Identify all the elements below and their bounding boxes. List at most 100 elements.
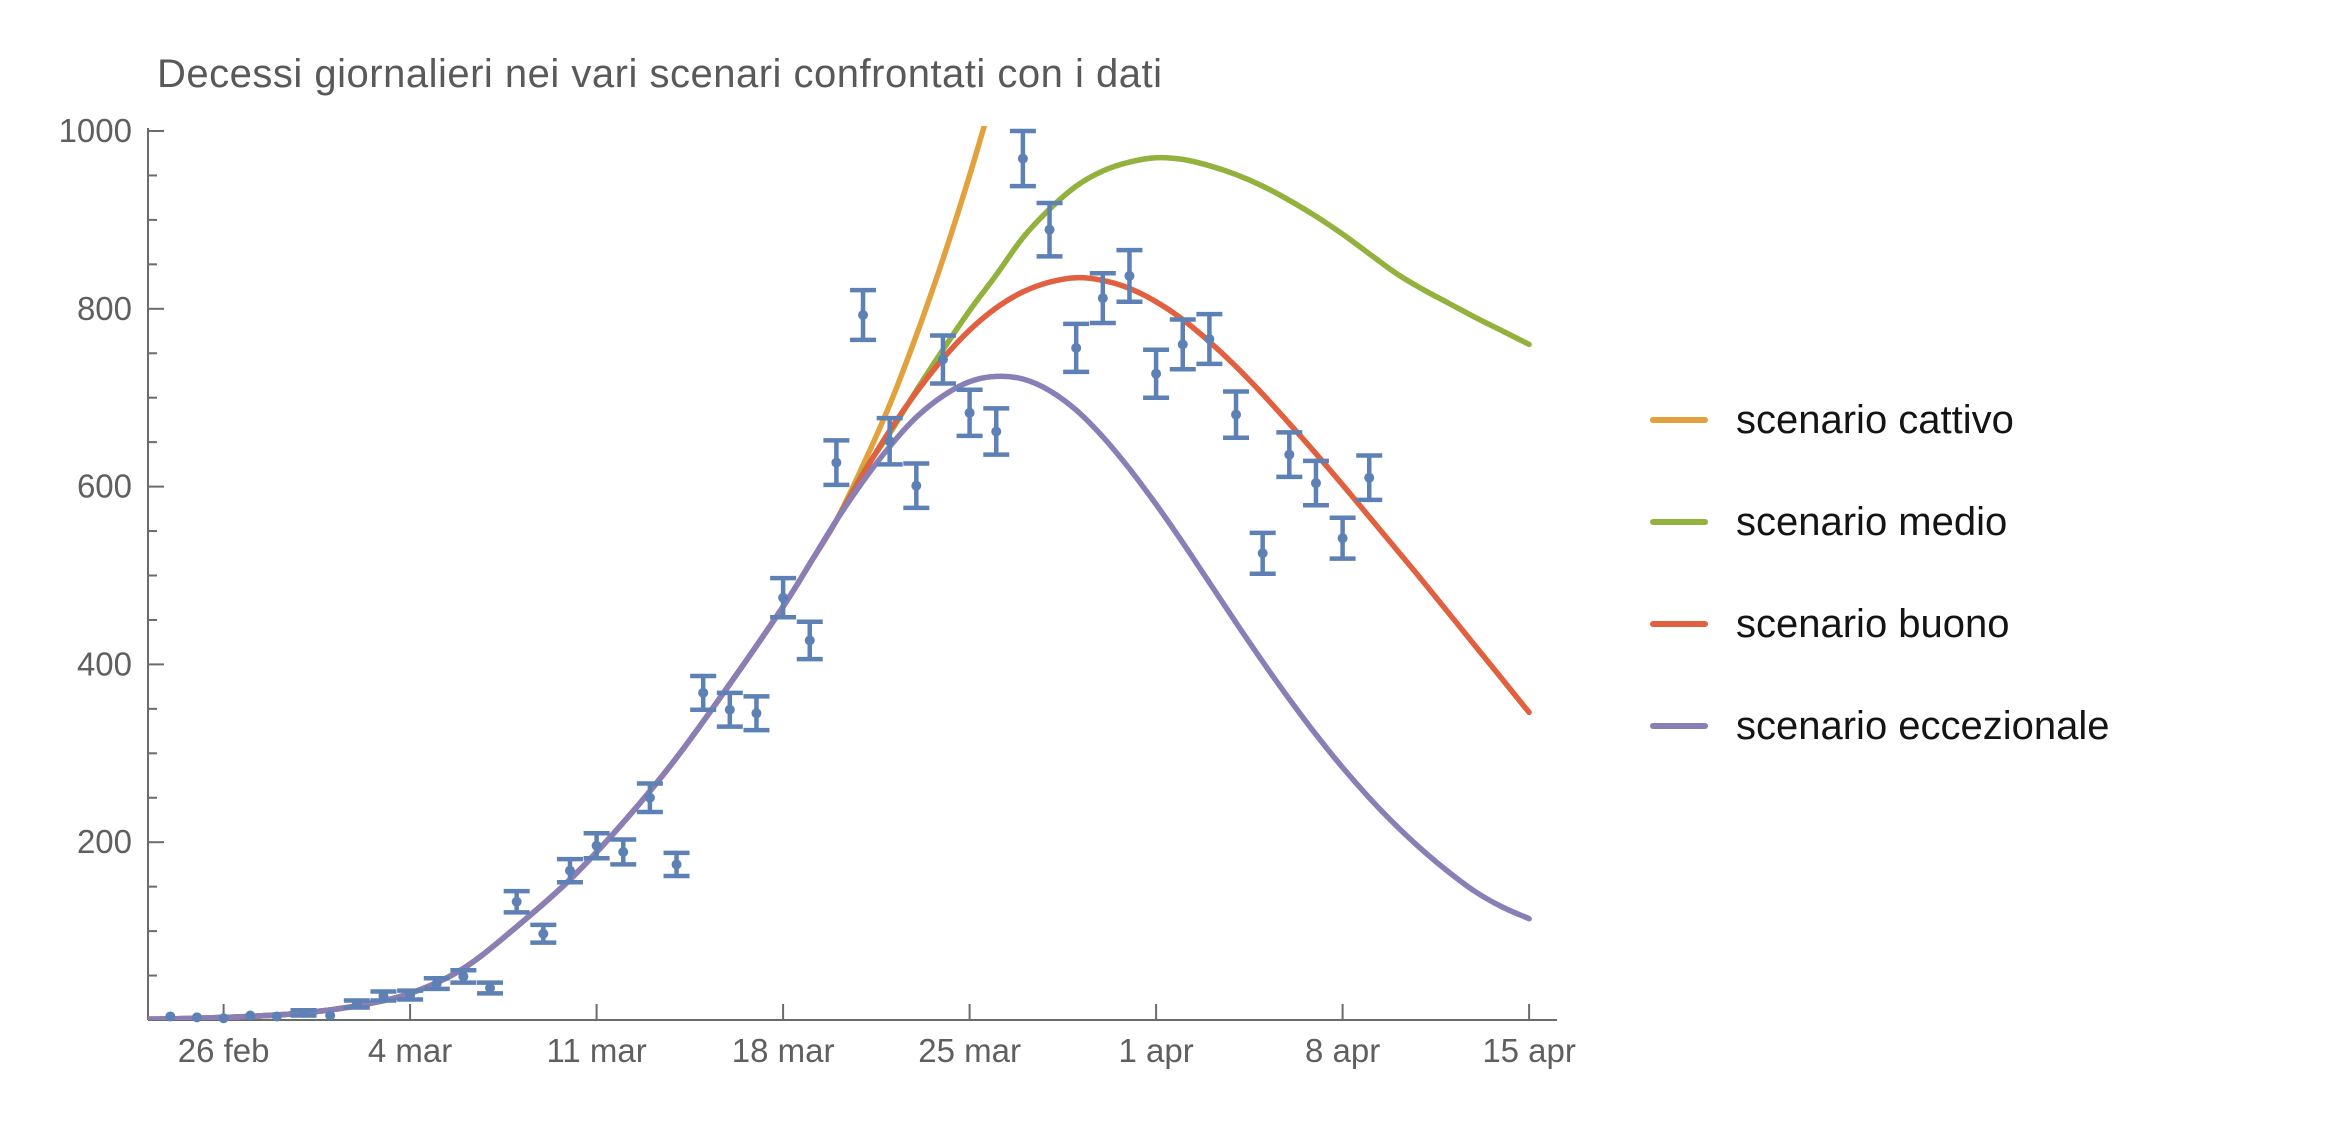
data-point (1116, 247, 1143, 304)
data-marker (804, 635, 815, 646)
data-marker (511, 896, 522, 907)
data-point (1329, 515, 1356, 561)
data-point (1169, 317, 1196, 372)
data-marker (751, 708, 762, 719)
data-marker (405, 990, 416, 1001)
data-point (903, 461, 930, 511)
data-point (1276, 430, 1303, 480)
data-point (271, 1011, 282, 1022)
data-point (397, 988, 424, 1002)
data-point (823, 438, 850, 488)
y-tick-label: 400 (77, 645, 132, 682)
x-tick-label: 11 mar (546, 1032, 646, 1069)
data-marker (1097, 293, 1108, 304)
legend: scenario cattivo scenario medio scenario b… (1650, 0, 2290, 1136)
data-point (165, 1011, 176, 1022)
data-point (1302, 458, 1329, 508)
legend-item-scenario-cattivo: scenario cattivo (1650, 394, 2014, 446)
data-point (1223, 389, 1250, 440)
data-marker (458, 971, 469, 982)
data-point (290, 1007, 317, 1018)
data-point (850, 287, 877, 343)
data-marker (1177, 339, 1188, 350)
data-point (1009, 128, 1036, 189)
data-point (423, 975, 450, 992)
x-tick-label: 26 feb (178, 1032, 270, 1069)
data-marker (937, 354, 948, 365)
data-point (716, 690, 743, 729)
data-marker (1231, 409, 1242, 420)
data-point (929, 333, 956, 386)
data-marker (1071, 342, 1082, 353)
data-marker (351, 998, 362, 1009)
x-tick-label: 8 apr (1305, 1032, 1380, 1069)
data-point (370, 989, 397, 1003)
legend-swatch-icon (1650, 417, 1708, 423)
data-marker (564, 865, 575, 876)
data-point (1089, 270, 1116, 326)
data-point (610, 837, 637, 867)
data-point (690, 673, 717, 712)
data-marker (271, 1011, 282, 1022)
data-marker (191, 1012, 202, 1023)
data-point (503, 888, 530, 915)
legend-swatch-icon (1650, 723, 1708, 729)
x-tick-label: 18 mar (732, 1032, 835, 1069)
data-point (636, 781, 663, 815)
chart-title: Decessi giornalieri nei vari scenari con… (157, 52, 1163, 96)
data-marker (218, 1013, 229, 1024)
data-point (983, 406, 1010, 457)
data-marker (858, 310, 869, 321)
legend-label: scenario medio (1736, 499, 2008, 544)
data-point (1249, 530, 1276, 576)
data-marker (1124, 270, 1135, 281)
data-marker (911, 480, 922, 491)
data-series (165, 128, 1383, 1024)
legend-item-scenario-eccezionale: scenario eccezionale (1650, 700, 2110, 752)
data-marker (325, 1010, 336, 1021)
data-marker (618, 846, 629, 857)
curve-scenario-medio (148, 154, 1532, 1020)
data-point (1196, 311, 1223, 367)
data-point (583, 831, 610, 861)
data-marker (431, 978, 442, 989)
data-point (530, 922, 557, 945)
data-marker (1257, 548, 1268, 559)
data-marker (1310, 478, 1321, 489)
x-tick-label: 1 apr (1118, 1032, 1193, 1069)
data-point (876, 415, 903, 467)
data-marker (245, 1010, 256, 1021)
data-point (1063, 321, 1090, 375)
x-tick-label: 25 mar (918, 1032, 1021, 1069)
data-point (343, 998, 370, 1010)
data-marker (671, 859, 682, 870)
data-marker (538, 928, 549, 939)
data-point (450, 967, 477, 985)
data-marker (644, 792, 655, 803)
data-marker (485, 982, 496, 993)
y-tick-label: 200 (77, 823, 132, 860)
data-point (245, 1010, 256, 1021)
curve-scenario-buono (148, 274, 1532, 1020)
data-marker (698, 687, 709, 698)
data-point (663, 850, 690, 879)
data-point (796, 619, 823, 662)
data-point (1036, 200, 1063, 259)
legend-label: scenario cattivo (1736, 397, 2014, 442)
y-tick-label: 800 (77, 290, 132, 327)
y-tick-label: 600 (77, 468, 132, 505)
data-marker (1284, 449, 1295, 460)
scenario-curves (148, 126, 1532, 1020)
data-marker (378, 990, 389, 1001)
data-marker (1044, 224, 1055, 235)
data-point (770, 575, 797, 620)
data-point (325, 1010, 336, 1021)
data-point (956, 387, 983, 439)
data-point (477, 980, 504, 996)
legend-label: scenario buono (1736, 601, 2010, 646)
data-point (218, 1013, 229, 1024)
data-point (743, 694, 770, 733)
legend-item-scenario-buono: scenario buono (1650, 598, 2010, 650)
